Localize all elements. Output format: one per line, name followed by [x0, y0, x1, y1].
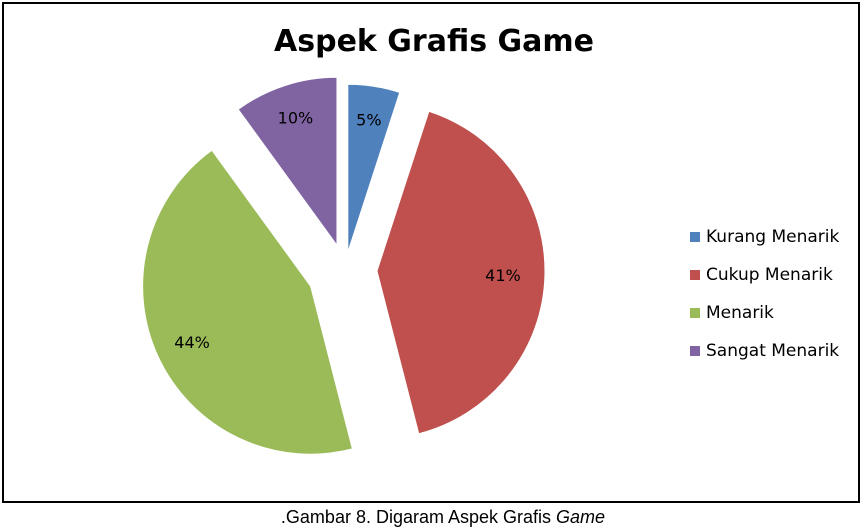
legend-swatch	[690, 270, 700, 280]
pie-data-label: 10%	[278, 108, 314, 127]
legend-item-sangat-menarik: Sangat Menarik	[690, 332, 839, 370]
caption-italic: Game	[556, 507, 606, 527]
legend-label: Sangat Menarik	[706, 341, 840, 361]
chart-title: Aspek Grafis Game	[274, 24, 594, 59]
legend-label: Kurang Menarik	[706, 227, 840, 247]
pie-data-label: 41%	[485, 266, 521, 285]
pie-slice-kurang-menarik	[347, 83, 401, 253]
pie-slice-menarik	[142, 149, 354, 455]
legend-item-menarik: Menarik	[690, 294, 839, 332]
legend-label: Cukup Menarik	[706, 265, 833, 285]
legend-swatch	[690, 232, 700, 242]
caption-text: .Gambar 8. Digaram Aspek Grafis	[280, 507, 557, 527]
pie-data-label: 5%	[356, 110, 381, 129]
pie-data-label: 44%	[174, 333, 210, 352]
legend: Kurang Menarik Cukup Menarik Menarik San…	[690, 218, 839, 370]
legend-item-kurang-menarik: Kurang Menarik	[690, 218, 839, 256]
pie-slice-cukup-menarik	[376, 110, 546, 435]
legend-item-cukup-menarik: Cukup Menarik	[690, 256, 839, 294]
legend-swatch	[690, 308, 700, 318]
pie-slice-sangat-menarik	[237, 76, 338, 247]
figure-caption: .Gambar 8. Digaram Aspek Grafis Game	[0, 507, 867, 528]
legend-label: Menarik	[706, 303, 774, 323]
legend-swatch	[690, 346, 700, 356]
